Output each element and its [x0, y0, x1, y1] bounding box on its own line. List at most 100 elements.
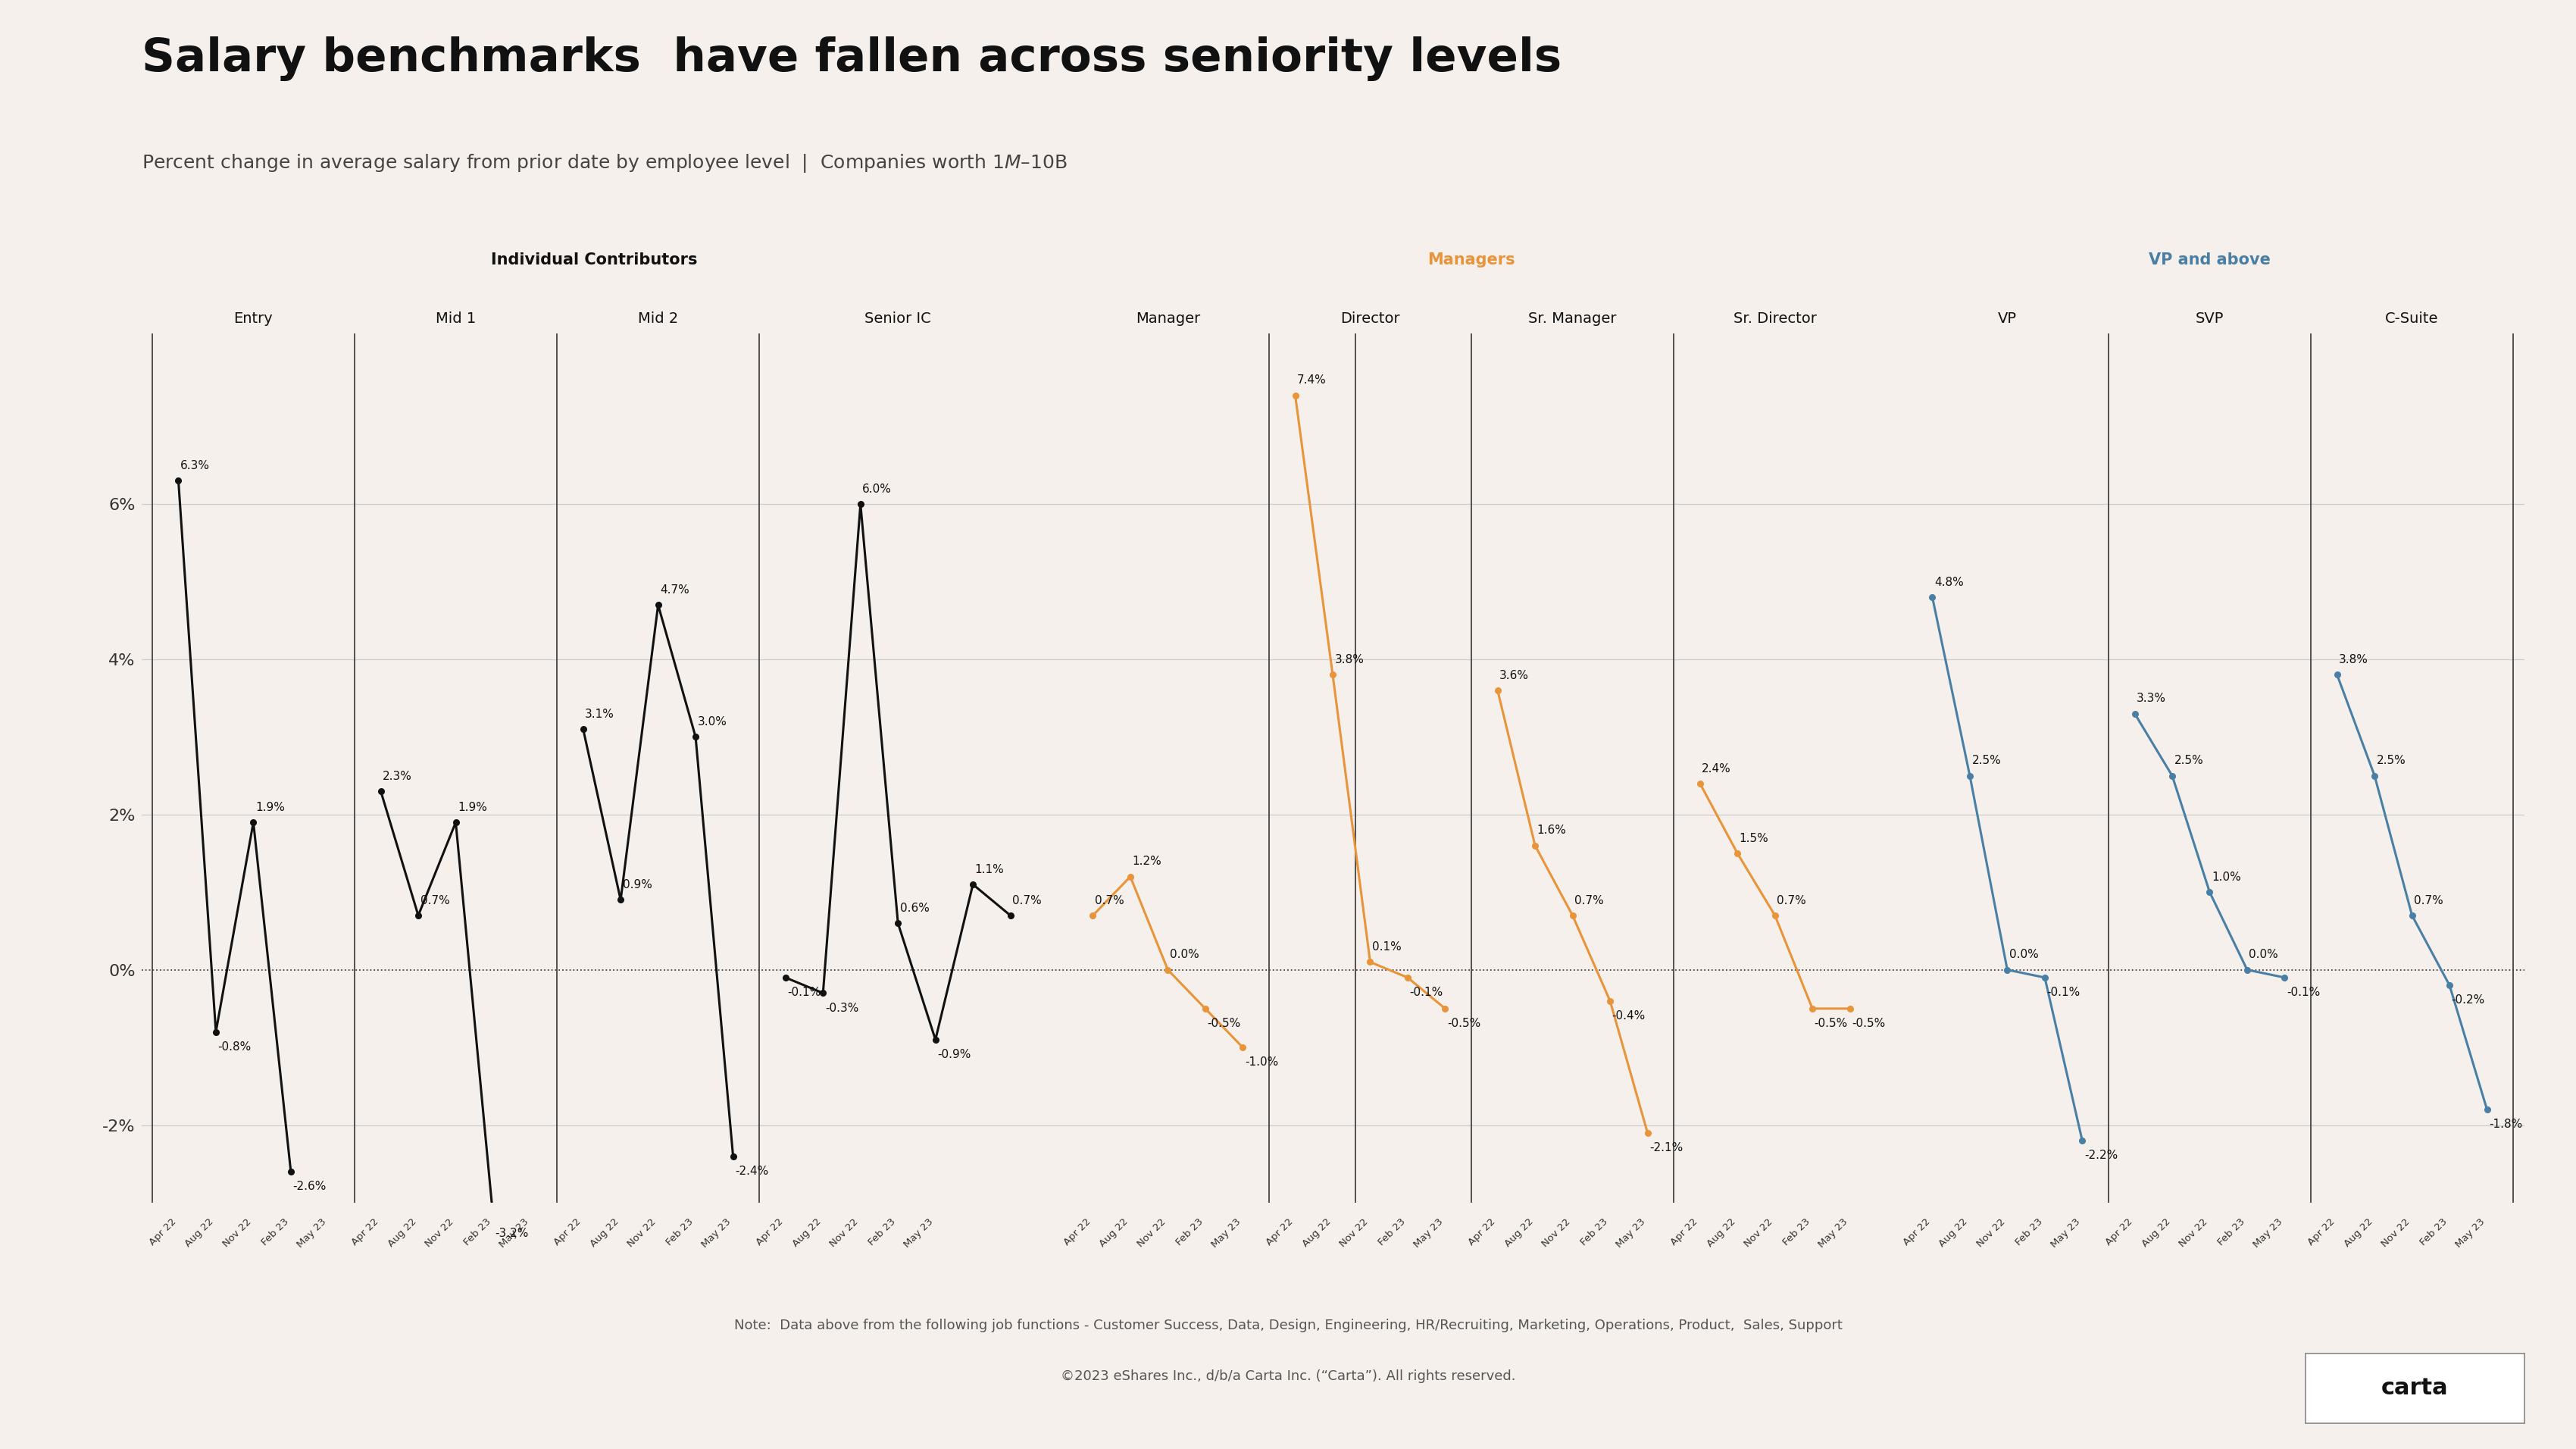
- Text: Feb 23: Feb 23: [1579, 1217, 1610, 1248]
- Text: -1.8%: -1.8%: [2488, 1119, 2522, 1130]
- Text: Aug 22: Aug 22: [1937, 1217, 1971, 1249]
- Text: -0.1%: -0.1%: [788, 987, 822, 998]
- Text: 0.0%: 0.0%: [2249, 949, 2277, 961]
- Text: 6.0%: 6.0%: [863, 484, 891, 494]
- Text: Nov 22: Nov 22: [2177, 1217, 2210, 1249]
- Text: Salary benchmarks  have fallen across seniority levels: Salary benchmarks have fallen across sen…: [142, 36, 1561, 81]
- Text: 1.6%: 1.6%: [1538, 824, 1566, 836]
- Text: Nov 22: Nov 22: [1337, 1217, 1370, 1249]
- Text: Apr 22: Apr 22: [350, 1217, 381, 1248]
- Text: Nov 22: Nov 22: [829, 1217, 860, 1249]
- Text: 1.1%: 1.1%: [974, 864, 1005, 875]
- Text: -0.1%: -0.1%: [2287, 987, 2321, 998]
- Text: carta: carta: [2380, 1377, 2450, 1400]
- Text: Feb 23: Feb 23: [461, 1217, 492, 1248]
- Text: May 23: May 23: [1412, 1217, 1445, 1249]
- Text: May 23: May 23: [701, 1217, 734, 1249]
- Text: SVP: SVP: [2195, 312, 2223, 326]
- Text: May 23: May 23: [2455, 1217, 2486, 1249]
- Text: 0.7%: 0.7%: [420, 895, 448, 906]
- Text: -0.3%: -0.3%: [824, 1003, 858, 1014]
- Text: 1.0%: 1.0%: [2213, 871, 2241, 882]
- Text: Percent change in average salary from prior date by employee level  |  Companies: Percent change in average salary from pr…: [142, 152, 1066, 174]
- Text: Entry: Entry: [234, 312, 273, 326]
- Text: 0.7%: 0.7%: [1574, 895, 1605, 906]
- Text: Managers: Managers: [1427, 252, 1515, 267]
- Text: Nov 22: Nov 22: [1744, 1217, 1775, 1249]
- Text: 3.3%: 3.3%: [2136, 693, 2166, 704]
- Text: Apr 22: Apr 22: [755, 1217, 786, 1248]
- Text: Nov 22: Nov 22: [422, 1217, 456, 1249]
- Text: 0.7%: 0.7%: [1012, 895, 1041, 906]
- Text: 1.2%: 1.2%: [1133, 856, 1162, 868]
- Text: May 23: May 23: [296, 1217, 327, 1249]
- Text: Feb 23: Feb 23: [1783, 1217, 1814, 1248]
- Text: 1.5%: 1.5%: [1739, 833, 1770, 843]
- Text: -2.4%: -2.4%: [734, 1165, 768, 1177]
- Text: 6.3%: 6.3%: [180, 461, 209, 471]
- Text: Director: Director: [1340, 312, 1399, 326]
- Text: 7.4%: 7.4%: [1298, 375, 1327, 385]
- Text: C-Suite: C-Suite: [2385, 312, 2439, 326]
- Text: -0.4%: -0.4%: [1613, 1010, 1646, 1022]
- Text: May 23: May 23: [1615, 1217, 1649, 1249]
- Text: 2.3%: 2.3%: [384, 771, 412, 782]
- Text: May 23: May 23: [1816, 1217, 1850, 1249]
- Text: Feb 23: Feb 23: [2014, 1217, 2045, 1248]
- Text: Apr 22: Apr 22: [1265, 1217, 1296, 1248]
- Text: Apr 22: Apr 22: [1466, 1217, 1497, 1248]
- Text: -0.9%: -0.9%: [938, 1049, 971, 1061]
- Text: 0.7%: 0.7%: [2414, 895, 2442, 906]
- Text: Nov 22: Nov 22: [1540, 1217, 1571, 1249]
- Text: 4.7%: 4.7%: [659, 584, 690, 596]
- Text: Feb 23: Feb 23: [665, 1217, 696, 1248]
- Text: Feb 23: Feb 23: [1175, 1217, 1206, 1248]
- Text: VP: VP: [1999, 312, 2017, 326]
- Text: -2.2%: -2.2%: [2084, 1151, 2117, 1161]
- Text: -2.1%: -2.1%: [1649, 1142, 1682, 1153]
- Text: -1.0%: -1.0%: [1244, 1056, 1278, 1068]
- Text: -0.2%: -0.2%: [2452, 994, 2486, 1006]
- Text: Nov 22: Nov 22: [626, 1217, 657, 1249]
- Text: 3.1%: 3.1%: [585, 709, 616, 720]
- Text: 0.7%: 0.7%: [1777, 895, 1806, 906]
- Text: May 23: May 23: [497, 1217, 531, 1249]
- Text: 3.6%: 3.6%: [1499, 669, 1530, 681]
- Text: Aug 22: Aug 22: [587, 1217, 621, 1249]
- Text: Aug 22: Aug 22: [2342, 1217, 2375, 1249]
- Text: VP and above: VP and above: [2148, 252, 2269, 267]
- Text: 2.5%: 2.5%: [2378, 755, 2406, 767]
- Text: Aug 22: Aug 22: [791, 1217, 822, 1249]
- Text: 0.0%: 0.0%: [2009, 949, 2038, 961]
- Text: Mid 1: Mid 1: [435, 312, 477, 326]
- Text: -0.8%: -0.8%: [219, 1042, 252, 1052]
- Text: May 23: May 23: [902, 1217, 935, 1249]
- Text: Aug 22: Aug 22: [1502, 1217, 1535, 1249]
- Text: Aug 22: Aug 22: [1097, 1217, 1131, 1249]
- Text: Apr 22: Apr 22: [1669, 1217, 1700, 1248]
- Text: Aug 22: Aug 22: [1301, 1217, 1332, 1249]
- Text: May 23: May 23: [2251, 1217, 2285, 1249]
- Text: -2.6%: -2.6%: [294, 1181, 327, 1193]
- Text: -0.5%: -0.5%: [1852, 1017, 1886, 1029]
- Text: Apr 22: Apr 22: [2306, 1217, 2336, 1248]
- Text: Feb 23: Feb 23: [2419, 1217, 2450, 1248]
- Text: -0.5%: -0.5%: [1814, 1017, 1847, 1029]
- Text: Feb 23: Feb 23: [2215, 1217, 2246, 1248]
- Text: 0.7%: 0.7%: [1095, 895, 1123, 906]
- Text: 4.8%: 4.8%: [1935, 577, 1963, 588]
- Text: Nov 22: Nov 22: [1136, 1217, 1167, 1249]
- Text: -0.1%: -0.1%: [1409, 987, 1443, 998]
- Text: Individual Contributors: Individual Contributors: [492, 252, 698, 267]
- Text: Apr 22: Apr 22: [1061, 1217, 1092, 1248]
- Text: Apr 22: Apr 22: [1901, 1217, 1932, 1248]
- Text: 1.9%: 1.9%: [255, 801, 286, 813]
- Text: Feb 23: Feb 23: [868, 1217, 899, 1248]
- Text: -0.5%: -0.5%: [1448, 1017, 1481, 1029]
- Text: Aug 22: Aug 22: [2141, 1217, 2172, 1249]
- Text: -3.2%: -3.2%: [495, 1227, 528, 1239]
- Text: 3.8%: 3.8%: [2339, 653, 2367, 665]
- Text: Note:  Data above from the following job functions - Customer Success, Data, Des: Note: Data above from the following job …: [734, 1319, 1842, 1332]
- Text: 0.0%: 0.0%: [1170, 949, 1198, 961]
- Text: Apr 22: Apr 22: [147, 1217, 178, 1248]
